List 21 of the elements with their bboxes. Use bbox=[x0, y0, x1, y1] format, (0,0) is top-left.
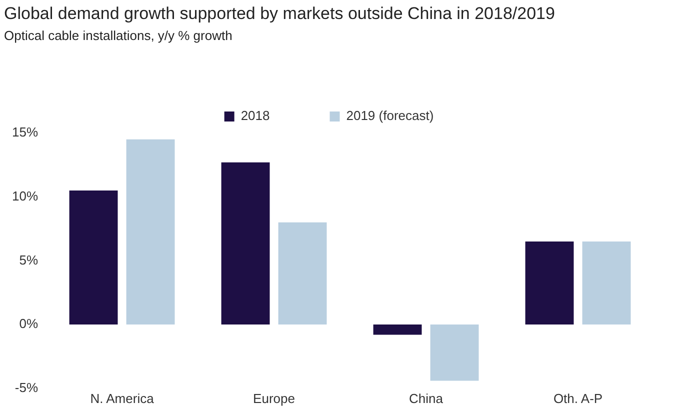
x-tick-label: Oth. A-P bbox=[553, 390, 603, 406]
y-tick-label: 0% bbox=[19, 316, 38, 332]
y-tick-label: 5% bbox=[19, 252, 38, 268]
y-tick-label: 10% bbox=[12, 188, 38, 204]
bar bbox=[525, 242, 574, 325]
chart-subtitle: Optical cable installations, y/y % growth bbox=[4, 28, 232, 43]
bar bbox=[69, 190, 118, 325]
x-tick-label: China bbox=[409, 390, 444, 406]
bar bbox=[582, 242, 631, 325]
chart-title: Global demand growth supported by markets outside China in 2018/2019 bbox=[4, 4, 555, 23]
bar bbox=[430, 324, 479, 381]
y-tick-label: -5% bbox=[14, 380, 38, 395]
y-tick-label: 15% bbox=[12, 124, 38, 140]
bar bbox=[278, 222, 327, 325]
legend-label: 2019 (forecast) bbox=[346, 108, 434, 124]
legend-label: 2018 bbox=[240, 108, 270, 124]
bar bbox=[221, 162, 270, 325]
bar bbox=[373, 324, 422, 335]
x-tick-label: Europe bbox=[253, 390, 295, 406]
bar bbox=[126, 139, 175, 325]
x-tick-label: N. America bbox=[90, 390, 155, 406]
